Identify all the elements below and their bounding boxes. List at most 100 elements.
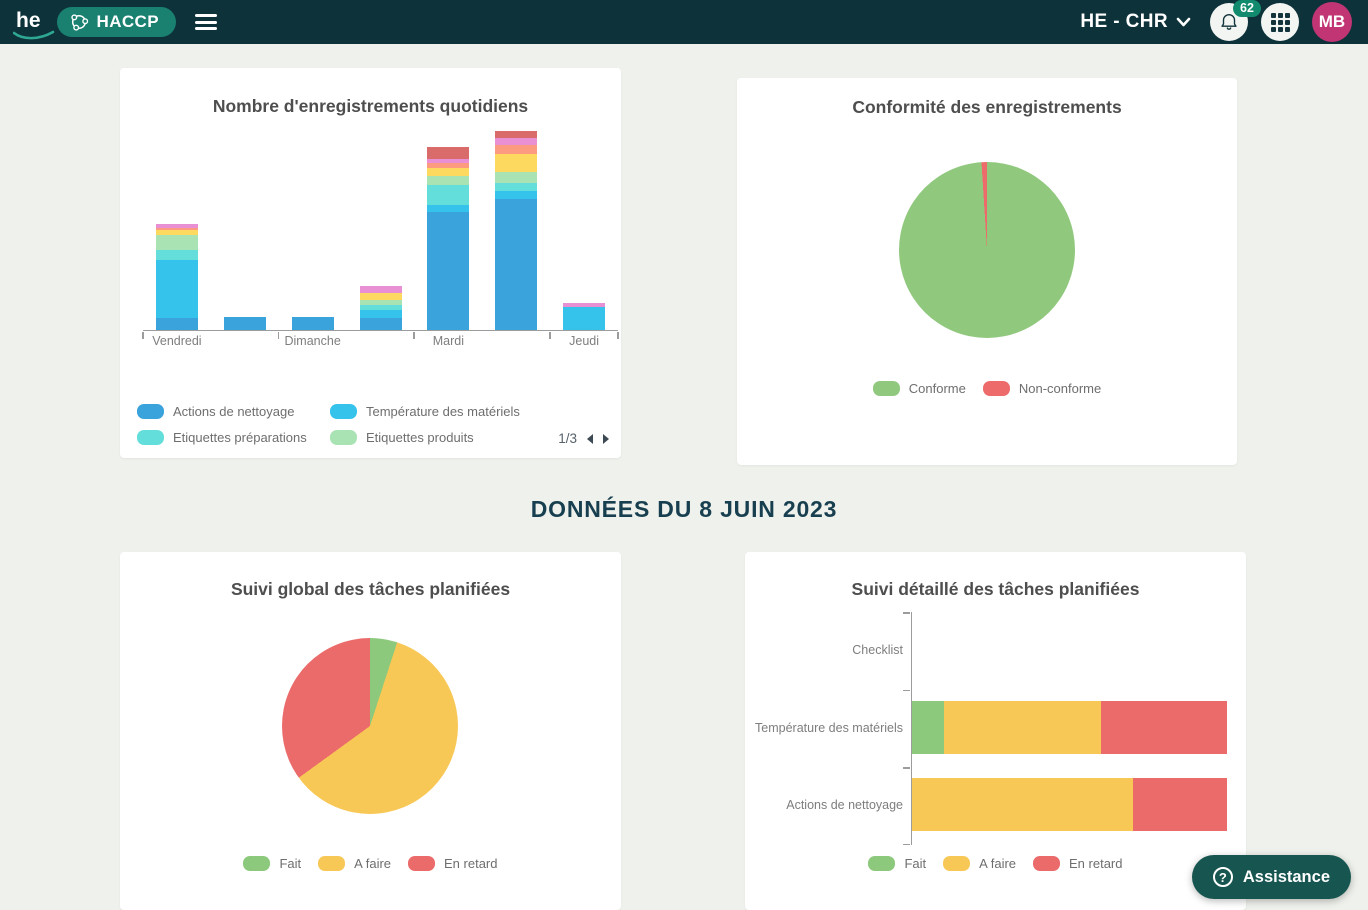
- bar-segment: [495, 145, 538, 154]
- bar-jeudi: [563, 303, 606, 330]
- axis-tick: [903, 612, 910, 614]
- bar-segment: [359, 310, 402, 318]
- legend-item-a-faire[interactable]: A faire: [943, 856, 1016, 871]
- legend-label: Fait: [279, 856, 302, 871]
- hamburger-menu-icon[interactable]: [192, 11, 220, 33]
- bar-segment: [427, 159, 470, 163]
- card-global-tasks: Suivi global des tâches planifiées Fait A…: [120, 552, 621, 910]
- bar-segment: [495, 154, 538, 172]
- brand-logo-text: he: [16, 8, 41, 32]
- axis-tick: [277, 331, 280, 339]
- legend-item-fait[interactable]: Fait: [243, 856, 301, 871]
- global-tasks-title: Suivi global des tâches planifiées: [230, 579, 511, 599]
- bar-segment: [291, 317, 334, 330]
- x-axis-label: Dimanche: [284, 334, 341, 348]
- avatar-initials: MB: [1318, 12, 1346, 31]
- bar-samedi: [223, 317, 266, 330]
- legend-item-etiquettes-préparations[interactable]: Etiquettes préparations: [137, 430, 330, 445]
- legend-item-en-retard[interactable]: En retard: [1033, 856, 1123, 871]
- bar-segment: [359, 300, 402, 305]
- legend-chip: [137, 430, 164, 445]
- legend-label: Température des matériels: [366, 404, 520, 419]
- legend-chip: [872, 381, 900, 396]
- card-conformity: Conformité des enregistrements Conforme N…: [737, 78, 1237, 465]
- bar-segment: [427, 185, 470, 205]
- legend-item-température-des-matériels[interactable]: Température des matériels: [330, 404, 520, 419]
- legend-chip: [330, 404, 357, 419]
- grid-icon: [1270, 12, 1290, 32]
- logo-swoosh-icon: [13, 30, 55, 39]
- detailed-tasks-plot: [903, 612, 1227, 845]
- account-selector[interactable]: HE - CHR: [1080, 11, 1191, 33]
- haccp-module-pill[interactable]: HACCP: [56, 7, 176, 37]
- bar-segment: [912, 778, 1133, 832]
- navbar: he HACCP HE - CHR: [0, 0, 1368, 44]
- legend-label: Actions de nettoyage: [173, 404, 295, 419]
- legend-next-icon[interactable]: [603, 433, 609, 444]
- legend-label: Etiquettes préparations: [173, 430, 307, 445]
- daily-records-legend: Actions de nettoyage Température des maté…: [137, 404, 520, 445]
- legend-item-fait[interactable]: Fait: [868, 856, 926, 871]
- legend-item-en-retard[interactable]: En retard: [408, 856, 498, 871]
- legend-label: Etiquettes produits: [366, 430, 474, 445]
- axis-tick: [903, 843, 910, 845]
- axis-tick: [617, 331, 619, 339]
- bar-segment: [155, 224, 198, 228]
- legend-label: A faire: [979, 856, 1017, 871]
- bar-segment: [427, 176, 470, 185]
- y-axis-label: Checklist: [852, 642, 903, 657]
- bar-segment: [943, 700, 1101, 754]
- legend-label: En retard: [444, 856, 498, 871]
- legend-chip: [408, 856, 436, 871]
- global-tasks-pie: [282, 638, 458, 814]
- notifications-button[interactable]: 62: [1210, 0, 1261, 41]
- bar-segment: [155, 260, 198, 318]
- bar-lundi: [359, 286, 402, 330]
- legend-chip: [318, 856, 346, 871]
- bar-segment: [155, 235, 198, 250]
- brand-logo[interactable]: he: [13, 8, 55, 39]
- bar-segment: [427, 147, 470, 159]
- bar-segment: [495, 183, 538, 191]
- bar-segment: [427, 168, 470, 176]
- bar-segment: [495, 191, 538, 199]
- axis-tick: [413, 331, 415, 339]
- bar-segment: [427, 212, 470, 330]
- axis-tick: [142, 331, 144, 339]
- axis-tick: [903, 767, 910, 769]
- legend-chip: [243, 856, 271, 871]
- bar-checklist: [912, 623, 1227, 676]
- avatar[interactable]: MB: [1312, 2, 1352, 42]
- conformity-legend: Conforme Non-conforme: [737, 381, 1237, 396]
- legend-item-actions-de-nettoyage[interactable]: Actions de nettoyage: [137, 404, 330, 419]
- section-title: DONNÉES DU 8 JUIN 2023: [530, 496, 838, 522]
- apps-grid-button[interactable]: [1261, 3, 1299, 41]
- legend-item-non-conforme[interactable]: Non-conforme: [982, 381, 1101, 396]
- legend-label: A faire: [354, 856, 392, 871]
- bar-segment: [155, 250, 198, 260]
- bar-segment: [495, 138, 538, 145]
- bar-segment: [1101, 700, 1227, 754]
- bar-mardi: [427, 147, 470, 330]
- bell-icon: [1221, 13, 1237, 30]
- global-tasks-legend: Fait A faire En retard: [120, 856, 621, 871]
- assistance-button[interactable]: ? Assistance: [1191, 855, 1351, 899]
- navbar-right: HE - CHR 62 MB: [1080, 0, 1352, 42]
- notification-badge: 62: [1233, 0, 1261, 17]
- legend-chip: [137, 404, 164, 419]
- bar-segment: [563, 303, 606, 307]
- legend-label: Fait: [904, 856, 927, 871]
- legend-item-a-faire[interactable]: A faire: [318, 856, 391, 871]
- bar-actions-de-nettoyage: [912, 778, 1227, 832]
- bar-segment: [427, 205, 470, 212]
- legend-item-etiquettes-produits[interactable]: Etiquettes produits: [330, 430, 520, 445]
- legend-chip: [330, 430, 357, 445]
- legend-prev-icon[interactable]: [587, 433, 593, 444]
- bar-segment: [563, 307, 606, 330]
- cycle-icon: [70, 14, 88, 31]
- legend-pagination: 1/3: [558, 431, 609, 446]
- legend-chip: [982, 381, 1010, 396]
- legend-item-conforme[interactable]: Conforme: [872, 381, 966, 396]
- bar-segment: [427, 163, 470, 168]
